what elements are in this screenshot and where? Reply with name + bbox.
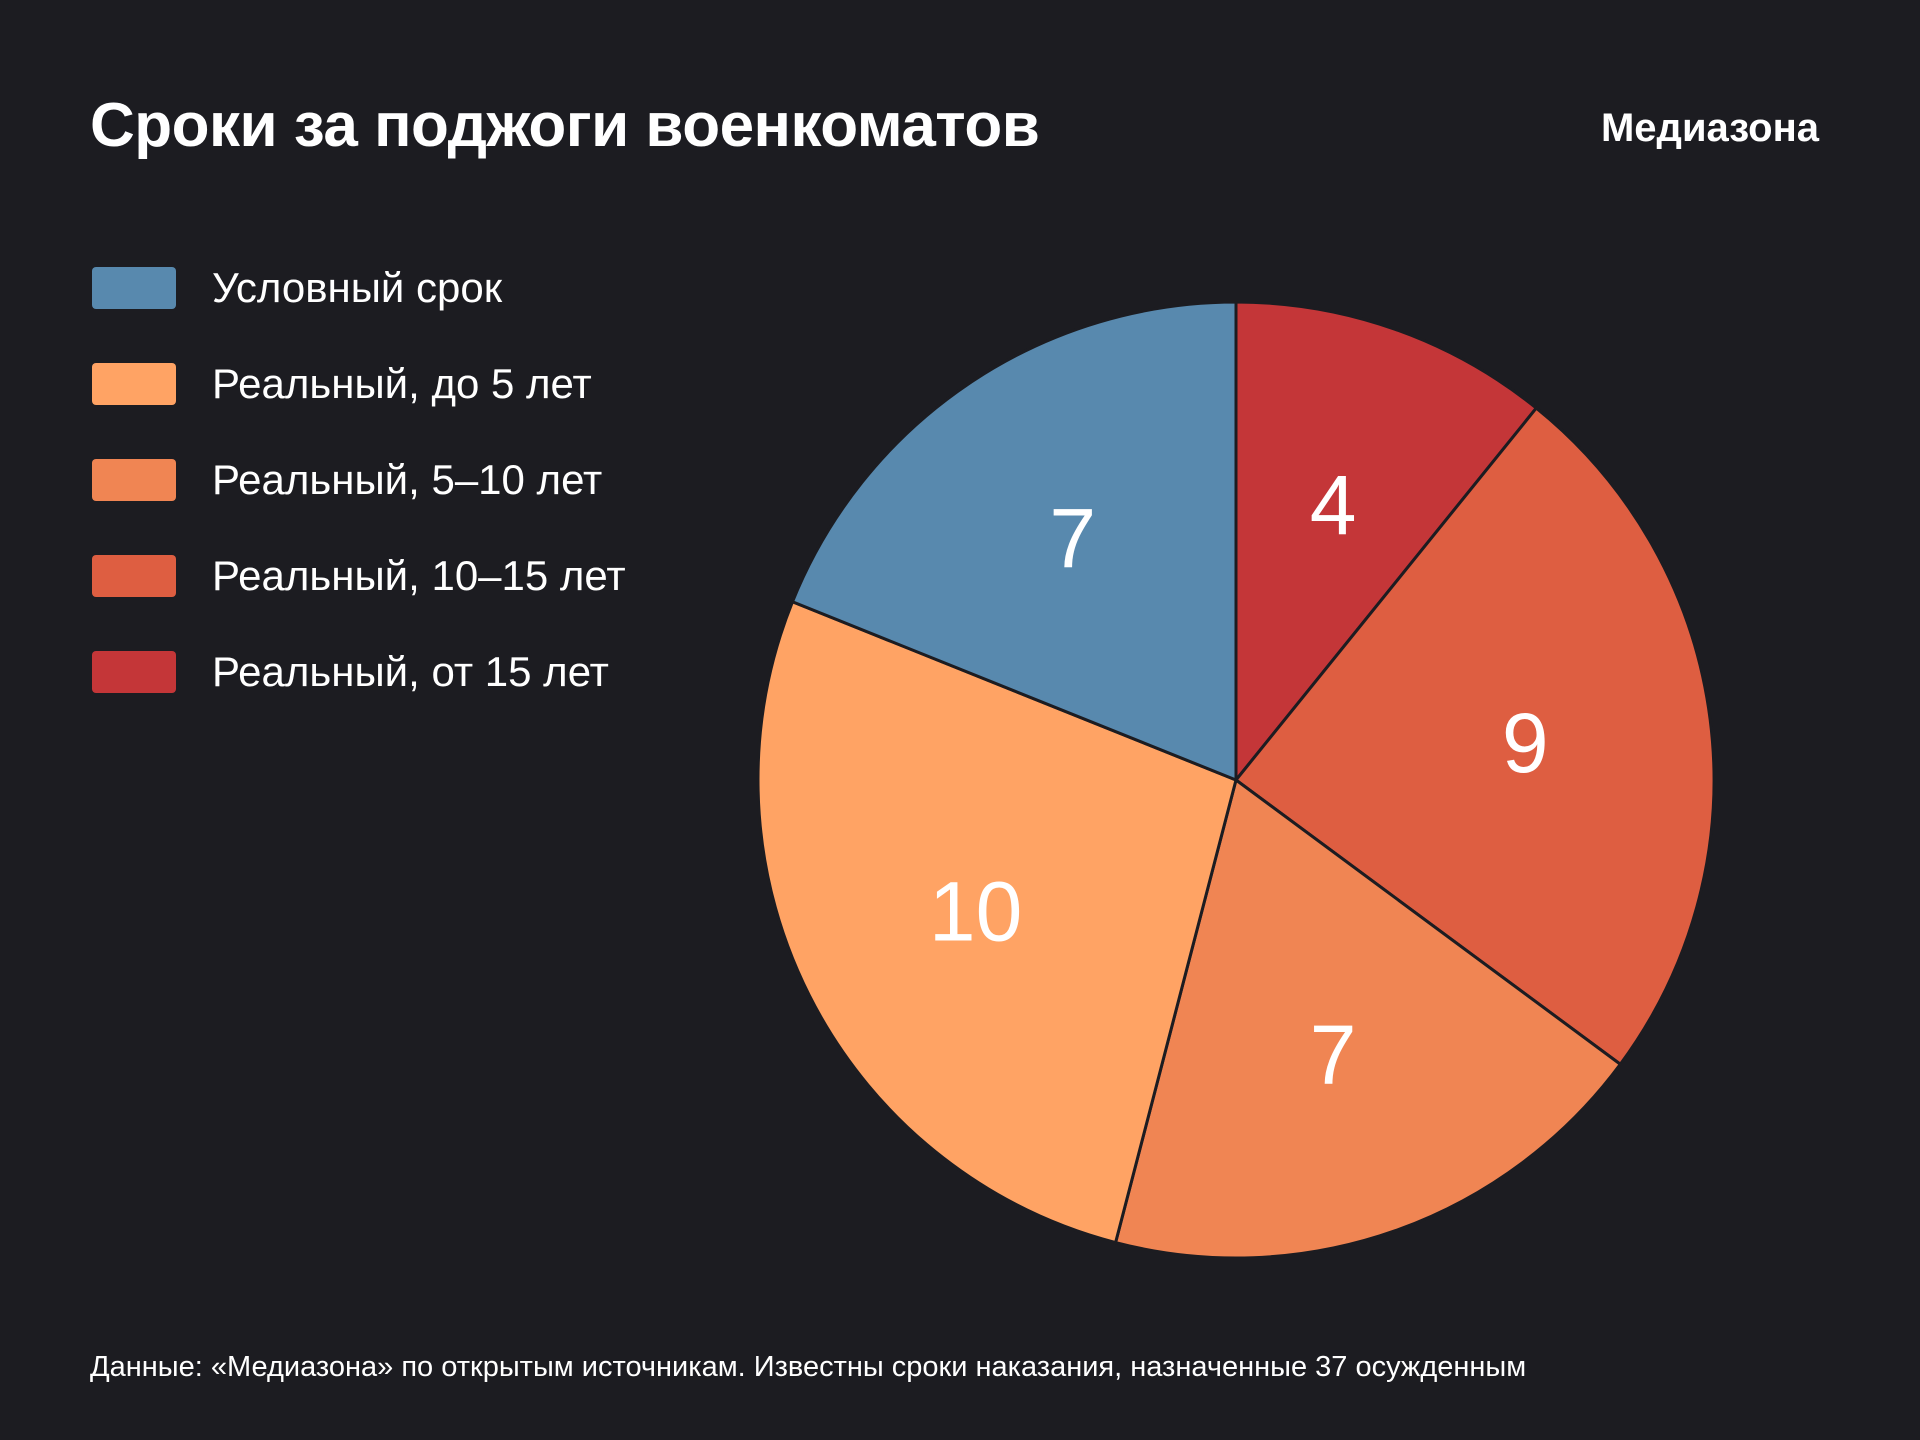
slice-value-label-over-15: 4 xyxy=(1310,458,1357,552)
legend-item-5-10: Реальный, 5–10 лет xyxy=(92,432,626,528)
pie-slice-up-to-5 xyxy=(756,600,1238,1245)
slice-value-label-conditional: 7 xyxy=(1049,491,1096,585)
legend-swatch-conditional xyxy=(92,267,176,309)
legend: Условный срок Реальный, до 5 лет Реальны… xyxy=(92,240,626,720)
legend-swatch-5-10 xyxy=(92,459,176,501)
pie-slice-10-15 xyxy=(1234,406,1716,1066)
legend-label-over-15: Реальный, от 15 лет xyxy=(212,648,609,695)
slice-value-label-up-to-5: 10 xyxy=(929,864,1022,958)
legend-label-10-15: Реальный, 10–15 лет xyxy=(212,552,626,599)
footnote: Данные: «Медиазона» по открытым источник… xyxy=(90,1351,1527,1383)
legend-item-up-to-5: Реальный, до 5 лет xyxy=(92,336,626,432)
legend-item-conditional: Условный срок xyxy=(92,240,626,336)
slice-value-label-10-15: 9 xyxy=(1502,696,1549,790)
legend-label-up-to-5: Реальный, до 5 лет xyxy=(212,360,592,407)
legend-item-over-15: Реальный, от 15 лет xyxy=(92,624,626,720)
legend-label-conditional: Условный срок xyxy=(212,264,503,311)
chart-title: Сроки за поджоги военкоматов xyxy=(90,91,1040,160)
slice-value-label-5-10: 7 xyxy=(1310,1008,1357,1102)
legend-swatch-over-15 xyxy=(92,651,176,693)
pie-slice-over-15 xyxy=(1234,300,1538,782)
legend-swatch-10-15 xyxy=(92,555,176,597)
pie-slice-5-10 xyxy=(1114,778,1622,1260)
legend-swatch-up-to-5 xyxy=(92,363,176,405)
legend-label-5-10: Реальный, 5–10 лет xyxy=(212,456,603,503)
brand-logo: Медиазона xyxy=(1600,106,1819,150)
legend-item-10-15: Реальный, 10–15 лет xyxy=(92,528,626,624)
pie-slice-conditional xyxy=(790,300,1238,782)
